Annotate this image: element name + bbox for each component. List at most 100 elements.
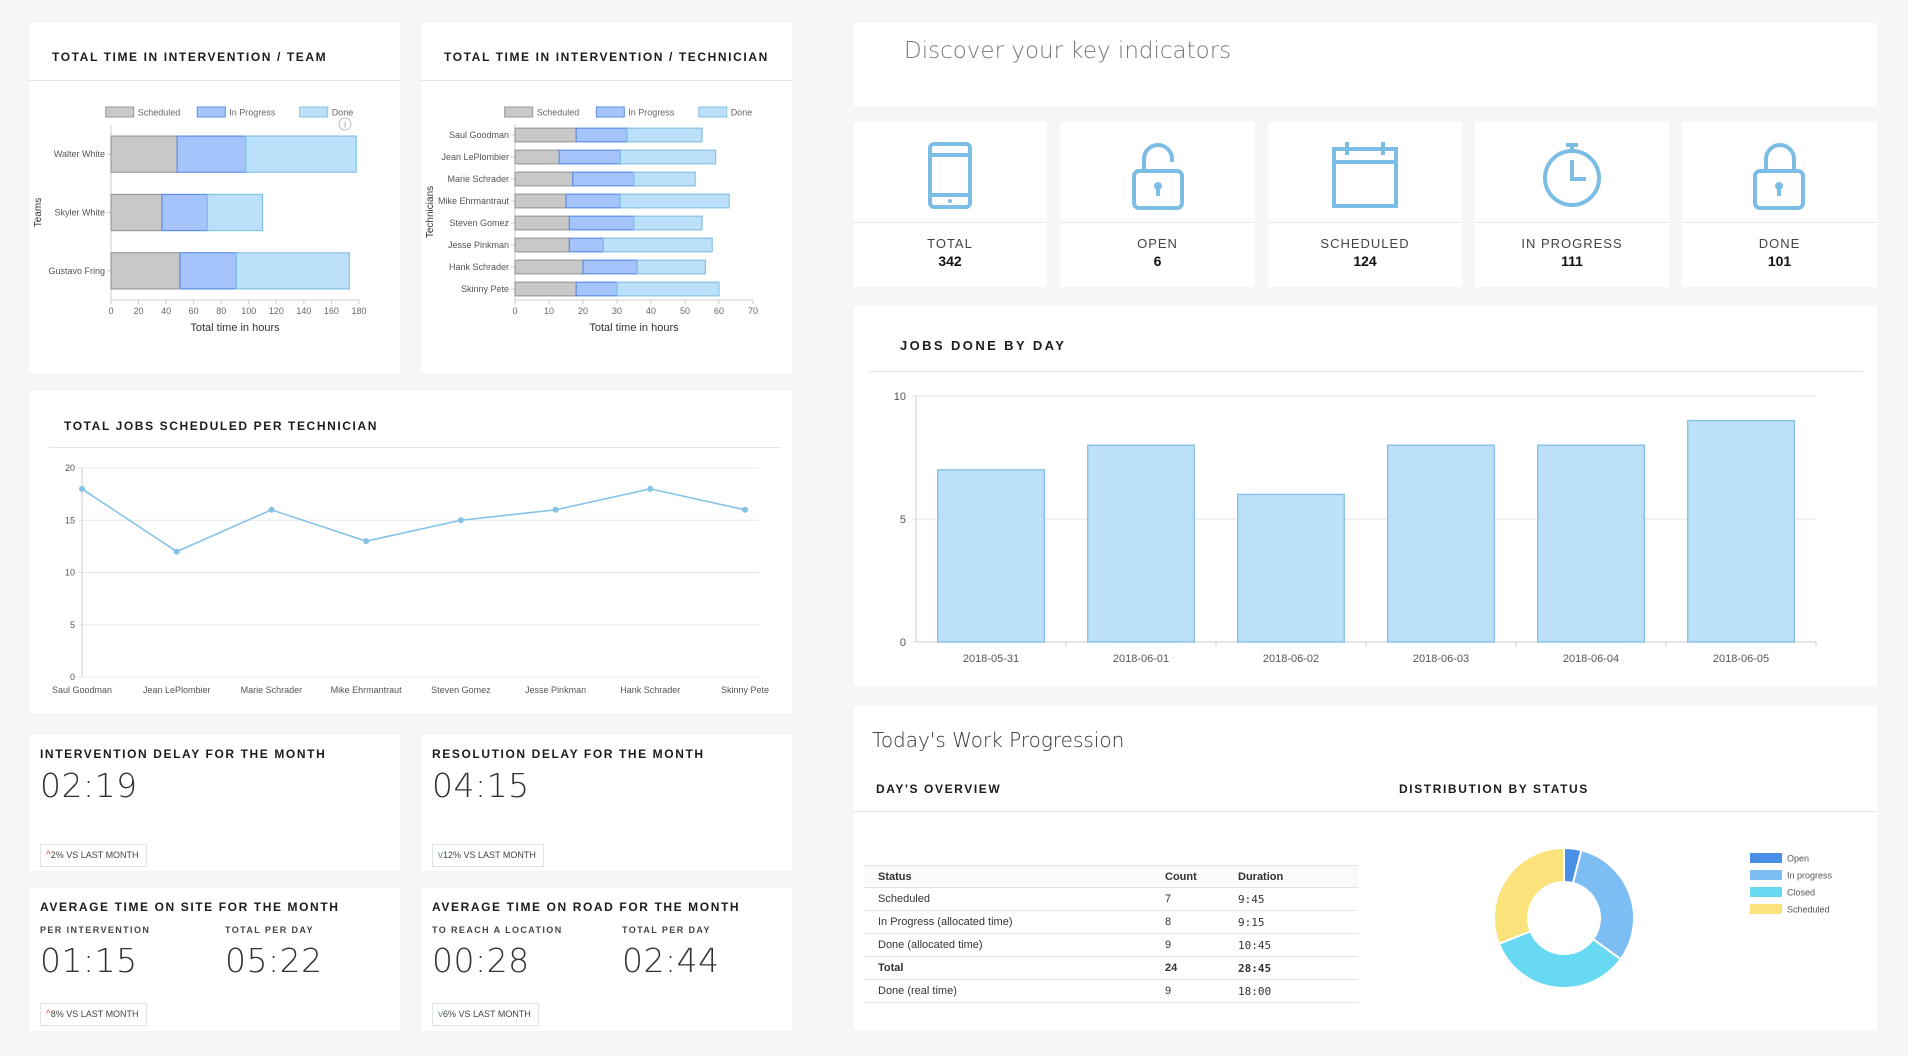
table-row: Done (real time) 9 18:00 — [864, 979, 1358, 1003]
y-tick-label: 5 — [900, 514, 906, 526]
technician-chart-title: TOTAL TIME IN INTERVENTION / TECHNICIAN — [444, 50, 769, 64]
data-point — [79, 485, 85, 492]
y-tick-label: Skyler White — [54, 208, 105, 218]
x-tick-label: 100 — [241, 306, 256, 316]
legend-swatch — [196, 106, 226, 118]
bar-segment — [619, 149, 717, 165]
bar-segment — [616, 281, 720, 297]
arrow-down-icon: v — [438, 1009, 443, 1020]
team-chart: Scheduled In Progress Done 0 20 40 60 80 100 120 1… — [33, 106, 367, 334]
x-tick-label: 140 — [296, 306, 311, 316]
y-tick-label: 0 — [900, 637, 906, 649]
x-tick-label: 80 — [216, 306, 226, 316]
x-tick-label: Jean LePlombier — [143, 685, 211, 695]
kpi-value: 101 — [1767, 253, 1792, 269]
time-on-site-value1: 01:15 — [40, 941, 138, 980]
time-on-site-card: AVERAGE TIME ON SITE FOR THE MONTH PER I… — [29, 888, 400, 1031]
bar-segment — [633, 171, 696, 187]
legend-label: Open — [1787, 854, 1809, 864]
table-row: Scheduled 7 9:45 — [864, 887, 1358, 911]
bar-segment — [602, 237, 713, 253]
kpi-label: OPEN — [1137, 236, 1178, 251]
duration-cell: 10:45 — [1224, 933, 1358, 957]
x-tick-label: Skinny Pete — [721, 685, 769, 695]
kpi-label: IN PROGRESS — [1521, 236, 1623, 251]
bar-segment — [110, 252, 181, 290]
kpi-card-open[interactable]: OPEN 6 — [1060, 122, 1255, 287]
x-tick-label: 10 — [544, 306, 554, 316]
lock-icon — [1753, 143, 1805, 210]
time-on-site-value2: 05:22 — [225, 941, 323, 980]
bar-segment — [582, 259, 639, 275]
kpi-card-done[interactable]: DONE 101 — [1682, 122, 1877, 287]
bar-segment — [110, 135, 178, 173]
duration-cell: 9:15 — [1224, 910, 1358, 934]
legend-label: In progress — [1787, 871, 1833, 881]
time-on-road-sub2: TOTAL PER DAY — [622, 925, 711, 935]
x-tick-label: 2018-05-31 — [963, 653, 1019, 665]
table-row-total: Total 24 28:45 — [864, 956, 1358, 980]
jobs-scheduled-title: TOTAL JOBS SCHEDULED PER TECHNICIAN — [64, 419, 379, 433]
x-tick-label: Steven Gomez — [431, 685, 491, 695]
x-tick-label: 40 — [161, 306, 171, 316]
legend-swatch — [504, 106, 534, 118]
intervention-delay-card: INTERVENTION DELAY FOR THE MONTH 02:19 ^… — [29, 735, 400, 871]
x-tick-label: 180 — [351, 306, 366, 316]
kpi-card-scheduled[interactable]: SCHEDULED 124 — [1268, 122, 1462, 287]
bar-segment — [558, 149, 621, 165]
legend-swatch — [698, 106, 728, 118]
arrow-up-icon: ^ — [46, 1009, 51, 1020]
duration-cell: 9:45 — [1224, 887, 1358, 911]
legend-swatch — [1750, 870, 1782, 880]
distribution-title: DISTRIBUTION BY STATUS — [1399, 782, 1589, 796]
x-tick-label: Saul Goodman — [52, 685, 112, 695]
kpi-value: 124 — [1353, 253, 1377, 269]
x-tick-label: Hank Schrader — [620, 685, 680, 695]
bar-segment — [110, 193, 163, 232]
distribution-chart: Open In progress Closed Scheduled — [1493, 846, 1833, 989]
header-card: Discover your key indicators — [853, 23, 1877, 106]
x-tick-label: Mike Ehrmantraut — [331, 685, 403, 695]
legend-label: Closed — [1787, 888, 1815, 898]
x-tick-label: 40 — [646, 306, 656, 316]
x-tick-label: 0 — [512, 306, 517, 316]
bar-segment — [514, 193, 567, 209]
legend-swatch — [595, 106, 625, 118]
bar-segment — [514, 237, 571, 253]
table-header: Count — [1151, 865, 1224, 888]
kpi-card-total[interactable]: TOTAL 342 — [853, 122, 1047, 287]
bar-segment — [568, 215, 635, 231]
time-on-road-title: AVERAGE TIME ON ROAD FOR THE MONTH — [432, 900, 741, 914]
bar-segment — [179, 252, 237, 290]
x-tick-label: 2018-06-03 — [1413, 653, 1469, 665]
table-row: Done (allocated time) 9 10:45 — [864, 933, 1358, 957]
kpi-card-in-progress[interactable]: IN PROGRESS 111 — [1475, 122, 1669, 287]
jobs-done-card: JOBS DONE BY DAY 0 5 10 2018-05-31 2018-06-0… — [853, 306, 1877, 686]
kpi-label: DONE — [1758, 236, 1801, 251]
x-tick-label: 160 — [324, 306, 339, 316]
pie-slice — [1571, 848, 1635, 961]
bar — [1087, 444, 1195, 643]
time-on-site-sub2: TOTAL PER DAY — [225, 925, 314, 935]
x-tick-label: 60 — [714, 306, 724, 316]
y-tick-label: 10 — [894, 391, 906, 403]
bar — [1387, 444, 1495, 643]
technician-chart: Scheduled In Progress Done 0 10 20 30 40 50 60 70 S… — [425, 106, 758, 334]
arrow-up-icon: ^ — [46, 850, 51, 861]
bar — [1237, 493, 1345, 643]
jobs-done-title: JOBS DONE BY DAY — [900, 338, 1067, 353]
x-tick-label: 2018-06-01 — [1113, 653, 1169, 665]
duration-cell: 18:00 — [1224, 979, 1358, 1003]
data-point — [173, 548, 180, 555]
legend-swatch — [1750, 853, 1782, 863]
bar-segment — [572, 171, 635, 187]
kpi-value: 342 — [938, 253, 962, 269]
intervention-delay-title: INTERVENTION DELAY FOR THE MONTH — [40, 747, 327, 761]
time-on-road-value1: 00:28 — [432, 941, 530, 980]
phone-icon — [928, 142, 972, 209]
bar-segment — [565, 193, 622, 209]
x-tick-label: 2018-06-04 — [1563, 653, 1619, 665]
x-tick-label: 0 — [108, 306, 113, 316]
y-tick-label: Hank Schrader — [449, 262, 509, 272]
table-header: Status — [864, 865, 1151, 888]
